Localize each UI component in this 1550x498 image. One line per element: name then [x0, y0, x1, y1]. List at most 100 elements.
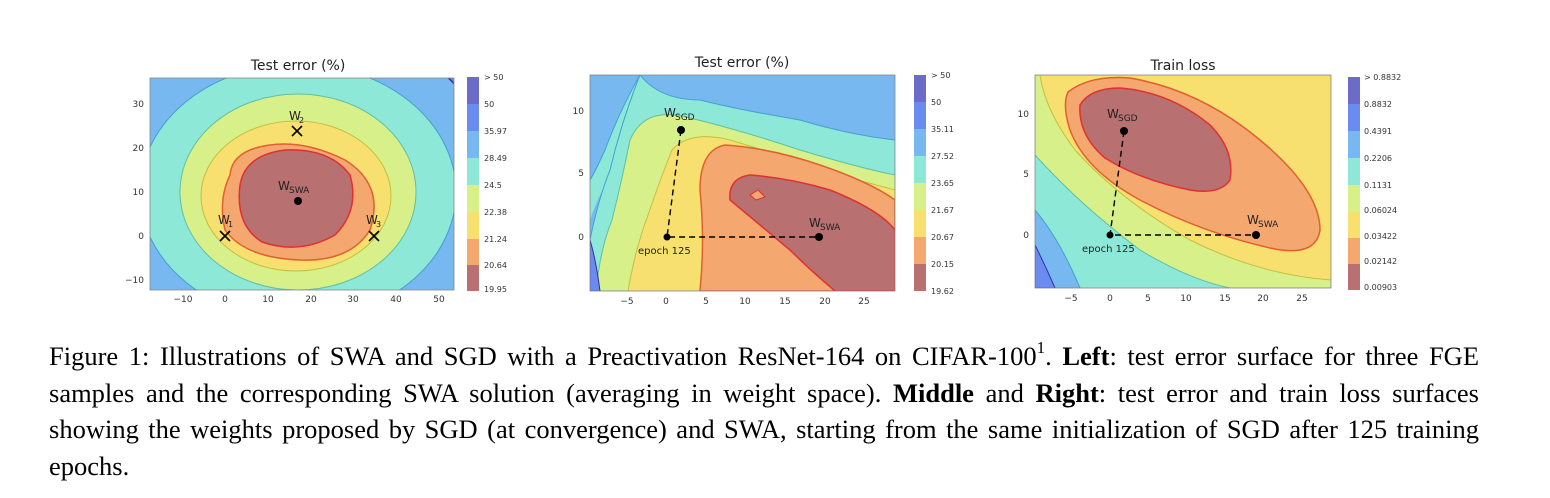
caption-middle-label: Middle — [892, 377, 974, 408]
colorbar: > 50 50 35.11 27.52 23.65 21.67 20.67 20… — [914, 71, 954, 296]
svg-text:0.03422: 0.03422 — [1364, 232, 1397, 241]
svg-text:25: 25 — [1296, 294, 1307, 304]
svg-text:0.02142: 0.02142 — [1364, 257, 1397, 266]
svg-text:21.67: 21.67 — [931, 206, 954, 215]
contour-plot — [590, 75, 895, 291]
svg-text:20.15: 20.15 — [931, 260, 954, 269]
svg-text:W: W — [218, 213, 230, 227]
x-axis: −5 0 5 10 15 20 25 — [620, 297, 869, 307]
svg-text:0.00903: 0.00903 — [1364, 283, 1397, 292]
svg-text:5: 5 — [578, 169, 584, 179]
svg-text:W: W — [1107, 107, 1119, 121]
point-wswa: W SWA — [809, 216, 841, 241]
svg-text:22.38: 22.38 — [484, 208, 507, 217]
svg-text:40: 40 — [390, 295, 402, 305]
point-w3: W 3 — [366, 213, 381, 242]
panel-middle: Test error (%) W SGD epoch 125 — [573, 55, 954, 307]
svg-text:5: 5 — [703, 297, 709, 307]
svg-text:5: 5 — [1023, 170, 1029, 180]
svg-text:> 50: > 50 — [931, 71, 950, 80]
svg-text:0.1131: 0.1131 — [1364, 181, 1392, 190]
svg-text:23.65: 23.65 — [931, 179, 954, 188]
svg-text:20: 20 — [133, 144, 145, 154]
svg-text:50: 50 — [433, 295, 445, 305]
svg-text:20: 20 — [819, 297, 831, 307]
svg-text:−10: −10 — [125, 276, 144, 286]
svg-text:10: 10 — [1180, 294, 1192, 304]
svg-text:10: 10 — [262, 295, 274, 305]
point-epoch125: epoch 125 — [1082, 231, 1135, 255]
svg-text:SWA: SWA — [1258, 220, 1279, 230]
svg-text:0.8832: 0.8832 — [1364, 100, 1392, 109]
footnote-marker[interactable]: 1 — [1036, 338, 1046, 358]
svg-text:10: 10 — [133, 188, 145, 198]
x-axis: −10 0 10 20 30 40 50 — [174, 295, 445, 305]
svg-text:SWA: SWA — [289, 186, 310, 196]
svg-text:15: 15 — [1219, 294, 1230, 304]
svg-text:19.95: 19.95 — [484, 285, 507, 294]
svg-text:W: W — [366, 213, 378, 227]
svg-text:10: 10 — [1018, 110, 1030, 120]
svg-text:0: 0 — [1107, 294, 1113, 304]
x-axis: −5 0 5 10 15 20 25 — [1064, 294, 1307, 304]
svg-text:0.06024: 0.06024 — [1364, 206, 1397, 215]
point-wsgd: W SGD — [1107, 107, 1138, 135]
svg-text:3: 3 — [376, 220, 381, 229]
svg-text:21.24: 21.24 — [484, 235, 507, 244]
svg-text:−10: −10 — [174, 295, 193, 305]
svg-text:0.4391: 0.4391 — [1364, 127, 1392, 136]
contour-plot — [150, 78, 454, 290]
svg-text:50: 50 — [484, 100, 494, 109]
contour-plot — [1035, 75, 1331, 288]
svg-text:20: 20 — [305, 295, 317, 305]
svg-text:1: 1 — [228, 220, 233, 229]
svg-text:0: 0 — [663, 297, 669, 307]
y-axis: 10 5 0 — [1018, 110, 1030, 241]
point-wsgd: W SGD — [664, 106, 695, 134]
panel-title: Test error (%) — [694, 55, 790, 71]
svg-text:20.67: 20.67 — [931, 233, 954, 242]
panel-right: Train loss W SGD epoch 125 W SWA — [1018, 58, 1402, 304]
point-w2: W 2 — [289, 109, 304, 137]
figure: Test error (%) W 1 W 2 W 3 — [125, 55, 1402, 307]
svg-text:15: 15 — [779, 297, 790, 307]
colorbar: > 50 50 35.97 28.49 24.5 22.38 21.24 20.… — [467, 73, 507, 294]
svg-text:W: W — [809, 216, 821, 230]
svg-text:SGD: SGD — [1118, 114, 1138, 124]
svg-text:W: W — [289, 109, 301, 123]
panel-left: Test error (%) W 1 W 2 W 3 — [125, 58, 507, 305]
colorbar: > 0.8832 0.8832 0.4391 0.2206 0.1131 0.0… — [1348, 73, 1401, 292]
trajectory — [666, 129, 819, 238]
svg-text:epoch 125: epoch 125 — [1082, 244, 1135, 255]
svg-text:> 50: > 50 — [484, 73, 503, 82]
svg-text:25: 25 — [858, 297, 869, 307]
svg-text:20.64: 20.64 — [484, 261, 507, 270]
svg-text:SWA: SWA — [820, 223, 841, 233]
svg-text:20: 20 — [1257, 294, 1269, 304]
svg-text:SGD: SGD — [675, 113, 695, 123]
point-w1: W 1 — [218, 213, 233, 242]
svg-text:W: W — [664, 106, 676, 120]
svg-text:30: 30 — [133, 100, 145, 110]
svg-text:35.97: 35.97 — [484, 127, 507, 136]
svg-text:24.5: 24.5 — [484, 181, 502, 190]
svg-text:−5: −5 — [620, 297, 633, 307]
svg-text:28.49: 28.49 — [484, 154, 507, 163]
svg-text:50: 50 — [931, 98, 941, 107]
point-wswa: W SWA — [1247, 213, 1279, 239]
y-axis: 30 20 10 0 −10 — [125, 100, 144, 286]
caption-left-label: Left — [1062, 341, 1110, 371]
y-axis: 10 5 0 — [573, 107, 585, 243]
point-wswa: W SWA — [278, 179, 310, 205]
svg-text:27.52: 27.52 — [931, 152, 954, 161]
svg-text:epoch 125: epoch 125 — [638, 246, 691, 257]
caption-right-label: Right — [1035, 377, 1099, 408]
svg-text:0: 0 — [138, 232, 144, 242]
svg-text:2: 2 — [299, 116, 304, 125]
svg-text:0: 0 — [222, 295, 228, 305]
svg-text:> 0.8832: > 0.8832 — [1364, 73, 1401, 82]
figure-caption: Figure 1: Illustrations of SWA and SGD w… — [49, 338, 1480, 481]
svg-text:5: 5 — [1145, 294, 1151, 304]
svg-text:10: 10 — [573, 107, 585, 117]
svg-text:30: 30 — [347, 295, 359, 305]
